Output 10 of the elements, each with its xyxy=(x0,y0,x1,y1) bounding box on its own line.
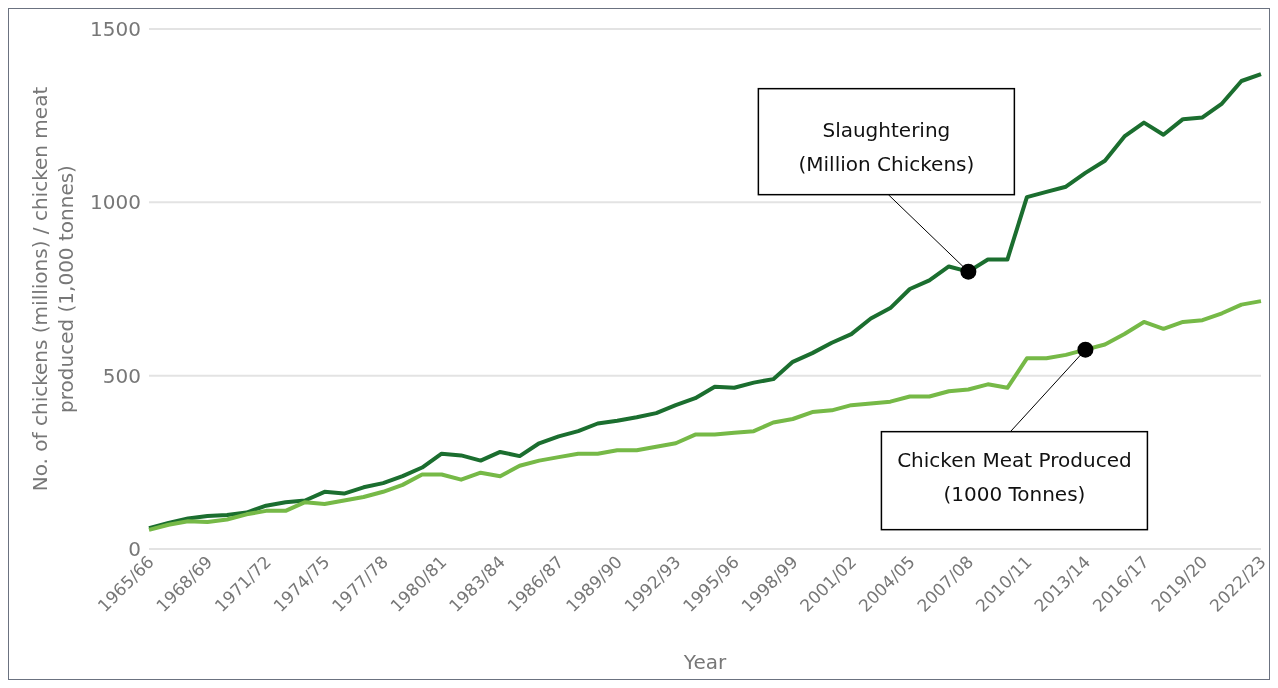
y-tick-label: 1500 xyxy=(90,17,141,42)
y-tick-label: 1000 xyxy=(90,190,141,215)
line-series xyxy=(147,299,1263,532)
y-axis-title: No. of chickens (millions) / chicken meat produced (1,000 tonnes) xyxy=(28,86,78,492)
annotation: Chicken Meat Produced (1000 Tonnes) xyxy=(897,447,1132,506)
y-tick-label: 0 xyxy=(128,537,141,562)
annotation: Slaughtering (Million Chickens) xyxy=(798,117,975,176)
x-axis-title: Year xyxy=(682,650,727,674)
line-series xyxy=(147,72,1263,531)
y-tick-label: 500 xyxy=(102,363,141,388)
